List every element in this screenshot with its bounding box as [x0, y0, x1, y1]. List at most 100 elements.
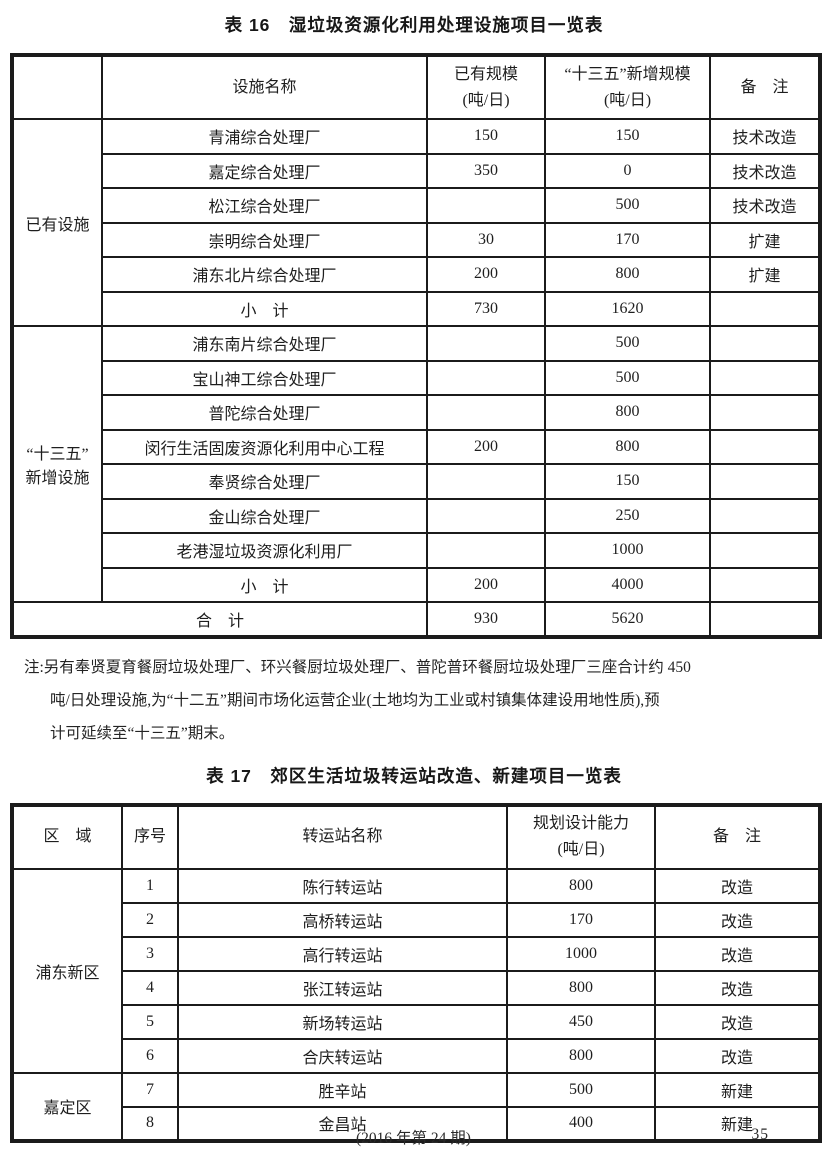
station-name: 胜辛站 — [177, 1071, 508, 1108]
remark — [709, 394, 821, 431]
table-row: 闵行生活固废资源化利用中心工程 200 800 — [12, 428, 821, 465]
total-existing: 930 — [426, 601, 546, 638]
table16-group1-label: 已有设施 — [11, 118, 103, 327]
new-scale: 500 — [544, 187, 711, 224]
existing-scale — [426, 359, 546, 396]
new-scale: 170 — [544, 221, 711, 258]
existing-scale: 200 — [426, 256, 546, 293]
existing-scale — [426, 497, 546, 534]
header-new-line2: (吨/日) — [603, 91, 652, 109]
footer-page-number: 35 — [751, 1126, 769, 1143]
remark: 技术改造 — [709, 152, 821, 189]
new-scale: 500 — [544, 359, 711, 396]
existing-scale — [426, 532, 546, 569]
subtotal-row: 小 计 200 4000 — [12, 566, 821, 603]
seq-number: 3 — [121, 935, 179, 972]
facility-name: 闵行生活固废资源化利用中心工程 — [101, 428, 428, 465]
total-remark — [709, 601, 821, 638]
subtotal-row: 小 计 730 1620 — [12, 290, 821, 327]
table16-header-remark: 备 注 — [709, 54, 821, 120]
table-row: 崇明综合处理厂 30 170 扩建 — [12, 221, 821, 258]
table16-note: 注:另有奉贤夏育餐厨垃圾处理厂、环兴餐厨垃圾处理厂、普陀普环餐厨垃圾处理厂三座合… — [24, 651, 814, 750]
remark — [709, 566, 821, 603]
table-row: 嘉定综合处理厂 350 0 技术改造 — [12, 152, 821, 189]
new-scale: 150 — [544, 463, 711, 500]
table-row: 3 高行转运站 1000 改造 — [12, 935, 821, 972]
remark — [709, 325, 821, 362]
existing-scale: 200 — [426, 566, 546, 603]
table17-title: 表 17 郊区生活垃圾转运站改造、新建项目一览表 — [206, 765, 622, 786]
capacity: 400 — [506, 1105, 656, 1142]
remark — [709, 428, 821, 465]
remark: 改造 — [654, 935, 821, 972]
remark: 技术改造 — [709, 187, 821, 224]
facility-name: 浦东北片综合处理厂 — [101, 256, 428, 293]
table-row: 普陀综合处理厂 800 — [12, 394, 821, 431]
new-scale: 150 — [544, 118, 711, 155]
table-row: 老港湿垃圾资源化利用厂 1000 — [12, 532, 821, 569]
remark: 改造 — [654, 969, 821, 1006]
table16-header-group — [11, 54, 103, 120]
table-row: 松江综合处理厂 500 技术改造 — [12, 187, 821, 224]
new-scale: 800 — [544, 394, 711, 431]
table16-header-new-scale: “十三五”新增规模 (吨/日) — [544, 54, 711, 120]
facility-name: 奉贤综合处理厂 — [101, 463, 428, 500]
total-new: 5620 — [544, 601, 711, 638]
new-scale: 250 — [544, 497, 711, 534]
note-line-3: 计可延续至“十三五”期末。 — [50, 724, 235, 742]
facility-name: 松江综合处理厂 — [101, 187, 428, 224]
note-line-2: 吨/日处理设施,为“十二五”期间市场化运营企业(土地均为工业或村镇集体建设用地性… — [50, 691, 660, 709]
facility-name: 嘉定综合处理厂 — [101, 152, 428, 189]
header-existing-line2: (吨/日) — [462, 91, 510, 109]
remark: 改造 — [654, 901, 821, 938]
station-name: 新场转运站 — [177, 1003, 508, 1040]
station-name: 高行转运站 — [177, 935, 508, 972]
seq-number: 5 — [121, 1003, 179, 1040]
table-row: 2 高桥转运站 170 改造 — [12, 901, 821, 938]
table16-header-existing-scale: 已有规模 (吨/日) — [426, 54, 546, 120]
table-row: 6 合庆转运站 800 改造 — [12, 1037, 821, 1074]
subtotal-label: 小 计 — [101, 566, 428, 603]
facility-name: 宝山神工综合处理厂 — [101, 359, 428, 396]
table16: 设施名称 已有规模 (吨/日) “十三五”新增规模 (吨/日) 备 注 已有设施… — [10, 53, 822, 639]
seq-number: 2 — [121, 901, 179, 938]
new-scale: 1620 — [544, 290, 711, 327]
table-row: 奉贤综合处理厂 150 — [12, 463, 821, 500]
new-scale: 800 — [544, 428, 711, 465]
group2-label-line2: 新增设施 — [25, 470, 90, 487]
remark: 新建 — [654, 1105, 821, 1142]
station-name: 金昌站 — [177, 1105, 508, 1142]
table17-region1-label: 浦东新区 — [11, 867, 123, 1074]
table17-region2-label: 嘉定区 — [11, 1071, 123, 1142]
remark: 改造 — [654, 1037, 821, 1074]
table-row: 5 新场转运站 450 改造 — [12, 1003, 821, 1040]
station-name: 高桥转运站 — [177, 901, 508, 938]
table17-header-station-name: 转运站名称 — [177, 803, 508, 870]
new-scale: 1000 — [544, 532, 711, 569]
facility-name: 普陀综合处理厂 — [101, 394, 428, 431]
facility-name: 浦东南片综合处理厂 — [101, 325, 428, 362]
table-row: 金山综合处理厂 250 — [12, 497, 821, 534]
remark — [709, 497, 821, 534]
existing-scale — [426, 394, 546, 431]
group2-label-line1: “十三五” — [26, 446, 89, 463]
remark: 新建 — [654, 1071, 821, 1108]
new-scale: 4000 — [544, 566, 711, 603]
station-name: 张江转运站 — [177, 969, 508, 1006]
existing-scale: 30 — [426, 221, 546, 258]
table16-header-row: 设施名称 已有规模 (吨/日) “十三五”新增规模 (吨/日) 备 注 — [11, 54, 821, 120]
capacity: 800 — [506, 867, 656, 904]
remark: 改造 — [654, 867, 821, 904]
existing-scale: 200 — [426, 428, 546, 465]
capacity: 500 — [506, 1071, 656, 1108]
header-existing-line1: 已有规模 — [453, 65, 518, 83]
table-row: 已有设施 青浦综合处理厂 150 150 技术改造 — [11, 118, 821, 327]
capacity: 170 — [506, 901, 656, 938]
note-line-1: 注:另有奉贤夏育餐厨垃圾处理厂、环兴餐厨垃圾处理厂、普陀普环餐厨垃圾处理厂三座合… — [24, 658, 691, 676]
existing-scale: 730 — [426, 290, 546, 327]
table16-group2-label: “十三五” 新增设施 — [11, 325, 103, 603]
header-capacity-line1: 规划设计能力 — [532, 815, 629, 832]
table-row: 4 张江转运站 800 改造 — [12, 969, 821, 1006]
table-row: 浦东新区 1 陈行转运站 800 改造 — [11, 867, 821, 1074]
